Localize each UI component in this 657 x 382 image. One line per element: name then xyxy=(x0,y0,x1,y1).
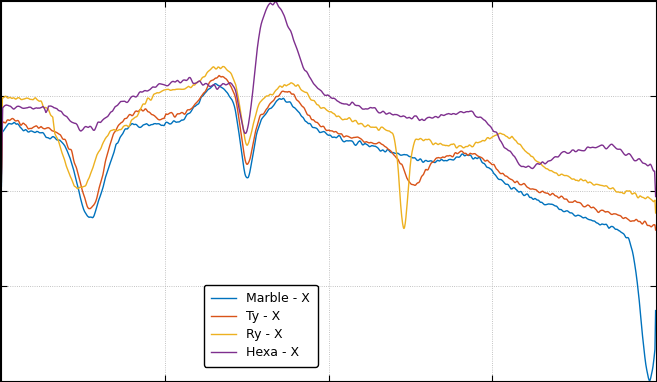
Ry - X xyxy=(219,64,227,69)
Ty - X xyxy=(513,179,521,184)
Ty - X xyxy=(652,228,657,232)
Hexa - X xyxy=(316,87,324,92)
Marble - X xyxy=(298,115,306,119)
Ry - X xyxy=(316,105,324,109)
Hexa - X xyxy=(0,172,5,176)
Ty - X xyxy=(298,104,306,109)
Marble - X xyxy=(212,81,219,86)
Marble - X xyxy=(31,130,39,135)
Marble - X xyxy=(633,275,641,280)
Ty - X xyxy=(0,180,5,185)
Ry - X xyxy=(0,167,5,171)
Ty - X xyxy=(316,123,324,128)
Line: Ry - X: Ry - X xyxy=(1,66,656,228)
Marble - X xyxy=(513,188,521,193)
Marble - X xyxy=(633,278,641,282)
Hexa - X xyxy=(272,0,280,4)
Ry - X xyxy=(400,226,408,231)
Hexa - X xyxy=(298,63,306,68)
Hexa - X xyxy=(633,158,641,163)
Ry - X xyxy=(633,195,641,199)
Line: Hexa - X: Hexa - X xyxy=(1,2,656,197)
Ry - X xyxy=(513,140,521,145)
Marble - X xyxy=(652,308,657,313)
Legend: Marble - X, Ty - X, Ry - X, Hexa - X: Marble - X, Ty - X, Ry - X, Hexa - X xyxy=(204,285,318,367)
Hexa - X xyxy=(633,158,641,162)
Ty - X xyxy=(633,218,641,222)
Marble - X xyxy=(0,184,5,188)
Ty - X xyxy=(31,124,39,129)
Marble - X xyxy=(646,378,654,382)
Line: Ty - X: Ty - X xyxy=(1,76,656,230)
Ry - X xyxy=(298,89,306,93)
Ty - X xyxy=(633,217,641,222)
Ty - X xyxy=(215,73,223,78)
Ry - X xyxy=(31,96,39,100)
Marble - X xyxy=(316,130,324,135)
Ry - X xyxy=(652,210,657,215)
Ry - X xyxy=(633,194,641,199)
Hexa - X xyxy=(513,158,521,163)
Hexa - X xyxy=(31,106,39,111)
Line: Marble - X: Marble - X xyxy=(1,84,656,380)
Hexa - X xyxy=(652,194,657,199)
